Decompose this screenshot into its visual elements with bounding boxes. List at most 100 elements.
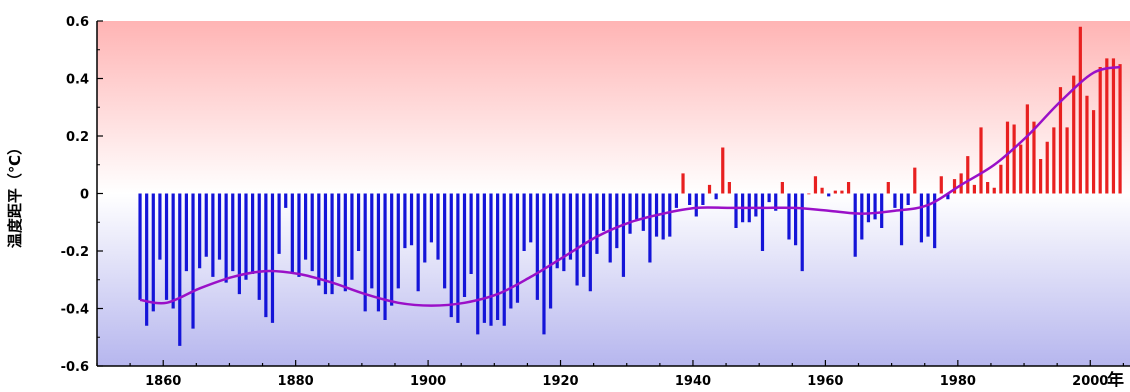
bar-1977: [939, 176, 943, 194]
bar-1930: [628, 193, 632, 234]
x-axis-label: 年: [1107, 370, 1124, 387]
bar-1996: [1065, 127, 1069, 194]
bar-1880: [297, 193, 301, 277]
bar-1926: [601, 193, 606, 231]
bar-1992: [1039, 159, 1043, 194]
smoothed-trend-line: [139, 65, 1121, 307]
bar-1923: [582, 193, 586, 277]
bar-1858: [151, 193, 155, 312]
bar-1872: [244, 193, 248, 280]
bar-1885: [330, 193, 334, 295]
bar-1971: [899, 193, 904, 246]
bar-2003: [1111, 58, 1116, 194]
bar-1902: [443, 193, 447, 289]
bar-1907: [476, 193, 480, 335]
bar-1900: [429, 193, 433, 243]
x-tick-label: 1960: [807, 374, 843, 387]
bar-1863: [184, 193, 188, 272]
bar-1874: [257, 193, 261, 300]
bar-1933: [648, 193, 652, 263]
bar-1927: [608, 193, 612, 263]
bar-1897: [409, 193, 414, 246]
bar-1935: [661, 193, 665, 240]
bar-1993: [1045, 141, 1049, 194]
bar-1964: [853, 193, 857, 257]
bar-1946: [734, 193, 738, 228]
bar-1915: [529, 193, 533, 243]
bar-1913: [515, 193, 520, 303]
bar-1981: [966, 156, 970, 194]
bar-1941: [701, 193, 705, 205]
bar-1919: [555, 193, 559, 269]
bar-1943: [714, 193, 718, 200]
bar-1892: [376, 193, 381, 312]
bar-1901: [436, 193, 440, 260]
bar-1998: [1078, 26, 1082, 194]
bar-1995: [1058, 87, 1063, 194]
bar-1873: [251, 193, 255, 274]
bar-1879: [290, 193, 294, 274]
bar-1904: [456, 193, 460, 323]
bar-1924: [588, 193, 592, 292]
bar-1985: [992, 187, 996, 194]
bar-1891: [370, 193, 374, 289]
x-tick-label: 1900: [410, 374, 446, 387]
bar-1883: [317, 193, 321, 286]
bar-1917: [542, 193, 546, 335]
bar-1973: [913, 167, 917, 194]
bar-1914: [522, 193, 526, 251]
bar-2004: [1118, 64, 1122, 194]
bar-1866: [204, 193, 208, 257]
bar-1961: [833, 190, 837, 194]
y-tick-label: 0.2: [66, 130, 89, 145]
bar-1976: [933, 193, 937, 249]
background-positive: [97, 21, 1130, 194]
bar-1945: [727, 182, 731, 194]
bar-1878: [284, 193, 288, 208]
bar-1953: [780, 182, 784, 194]
x-tick-label: 1920: [542, 374, 578, 387]
bar-1856: [138, 193, 142, 300]
bar-2001: [1098, 67, 1102, 194]
bar-1909: [489, 193, 493, 326]
bars-group: [138, 26, 1122, 346]
x-axis: 1860 1880 1900 1920 1940 1960 1980 2000: [96, 360, 1124, 389]
bar-1898: [416, 193, 420, 292]
bar-1942: [707, 184, 712, 194]
bar-1963: [846, 182, 851, 194]
bar-1859: [158, 193, 162, 260]
smoothed-curve-group: [139, 65, 1121, 307]
bar-1956: [800, 193, 804, 272]
bar-1983: [979, 127, 983, 194]
bar-1865: [198, 193, 202, 269]
y-tick-label: -0.4: [61, 303, 89, 318]
bar-1960: [827, 193, 831, 197]
bar-1868: [217, 193, 222, 260]
bar-1890: [363, 193, 367, 312]
bar-1932: [641, 193, 645, 231]
bar-1896: [403, 193, 407, 249]
bar-1887: [343, 193, 347, 292]
plot-background: [97, 21, 1130, 366]
bar-1905: [462, 193, 467, 297]
bar-1966: [866, 193, 871, 223]
bar-1968: [880, 193, 884, 228]
bar-1965: [860, 193, 864, 240]
bar-1978: [946, 193, 950, 200]
bar-1940: [694, 193, 698, 217]
bar-1916: [535, 193, 539, 300]
bar-1951: [767, 193, 771, 203]
bar-1970: [893, 193, 897, 208]
bar-1997: [1072, 75, 1076, 194]
bar-1870: [231, 193, 235, 272]
bar-1908: [482, 193, 486, 323]
bar-1906: [469, 193, 473, 274]
x-tick-label: 1980: [940, 374, 976, 387]
bar-1861: [171, 193, 175, 309]
bar-1903: [449, 193, 453, 318]
bar-1959: [820, 187, 824, 194]
bar-1984: [986, 182, 990, 194]
bar-1969: [886, 182, 890, 194]
bar-1944: [721, 147, 725, 194]
